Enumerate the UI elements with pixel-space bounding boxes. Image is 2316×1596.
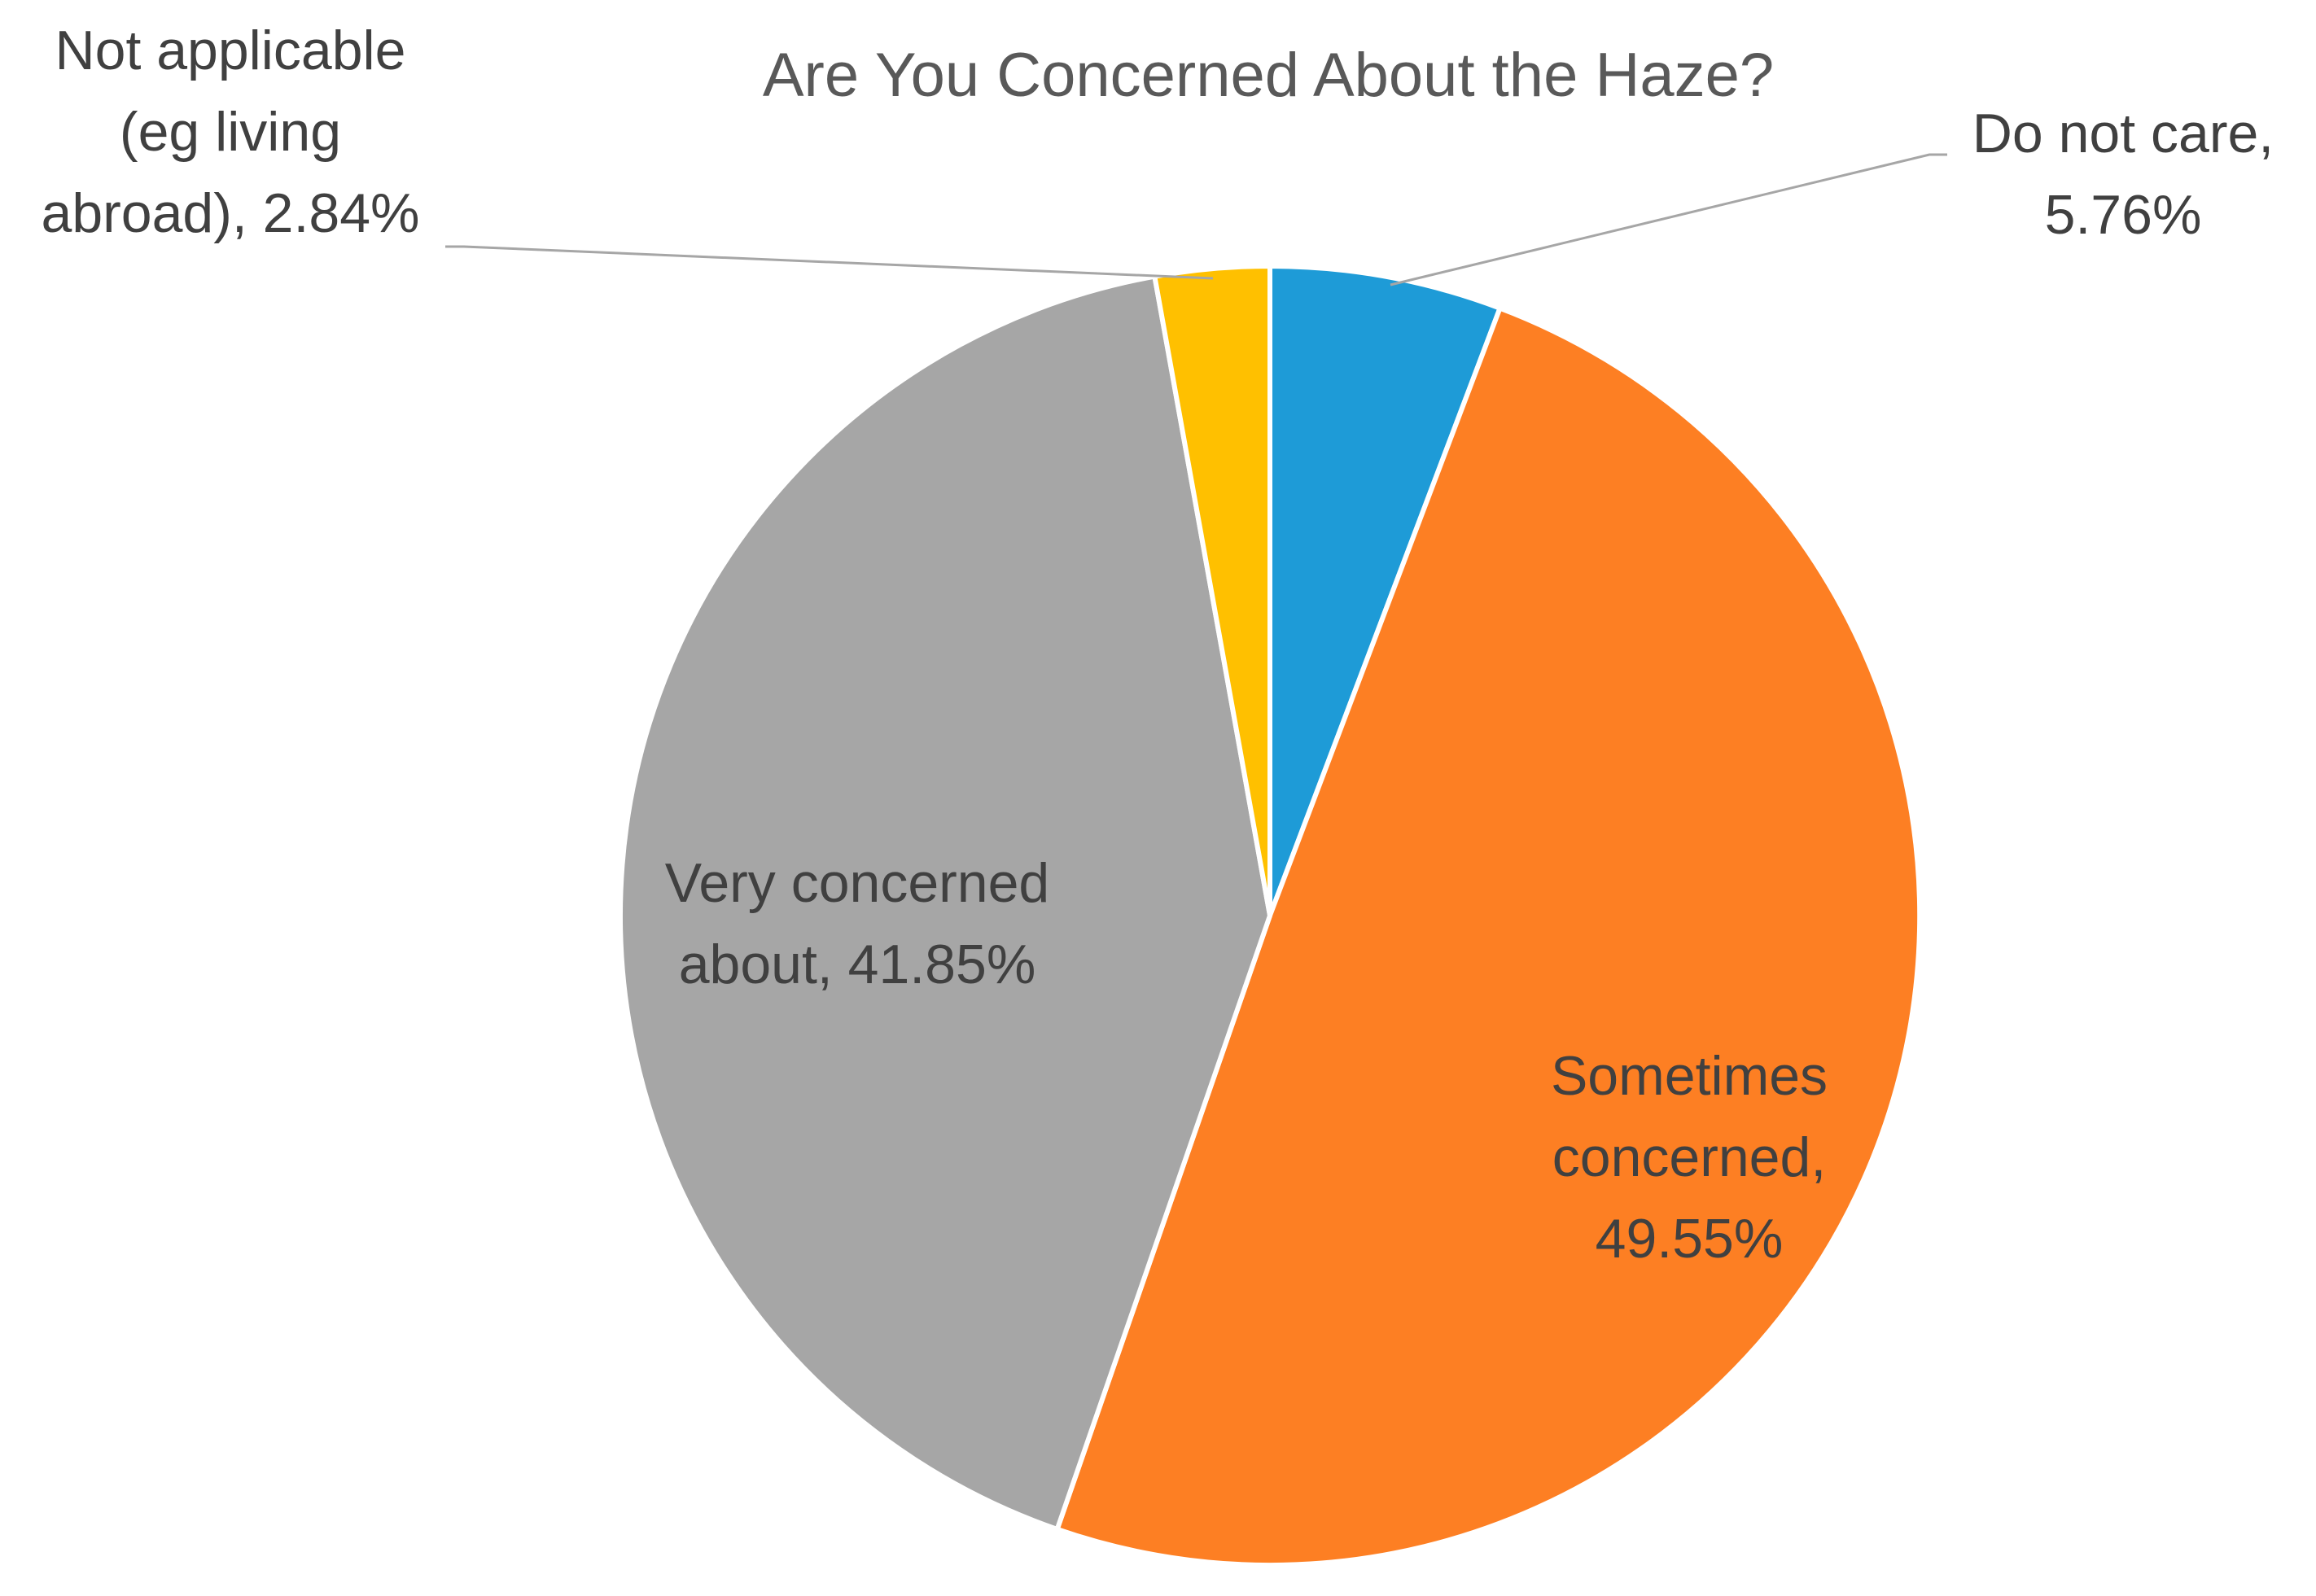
slice-very-concerned-about — [618, 273, 1272, 1532]
data-label-not-applicable-eg-living-abroad: Not applicable (eg living abroad), 2.84% — [42, 20, 420, 244]
data-label-line: 49.55% — [1596, 1208, 1784, 1270]
data-labels: Do not care, 5.76% Sometimes concerned, 49.5… — [42, 20, 2274, 1270]
data-label-do-not-care: Do not care, 5.76% — [1972, 103, 2274, 246]
data-label-line: Sometimes — [1551, 1045, 1828, 1107]
data-label-line: (eg living — [120, 101, 341, 163]
leader-line-do-not-care — [1390, 153, 1947, 286]
slice-sometimes-concerned — [1054, 305, 1923, 1568]
leader-line-not-applicable-eg-living-abroad — [445, 245, 1214, 280]
data-label-line: Do not care, — [1972, 103, 2274, 164]
data-label-line: Not applicable — [55, 20, 406, 81]
data-label-sometimes-concerned: Sometimes concerned, 49.55% — [1551, 1045, 1828, 1270]
leader-lines — [445, 153, 1947, 286]
data-label-line: abroad), 2.84% — [42, 182, 420, 244]
slice-do-not-care — [1267, 264, 1503, 918]
data-label-line: 5.76% — [2045, 184, 2202, 246]
data-label-line: Very concerned — [665, 852, 1050, 914]
data-label-very-concerned-about: Very concerned about, 41.85% — [665, 852, 1050, 995]
pie-slices — [618, 264, 1923, 1568]
data-label-line: concerned, — [1552, 1126, 1826, 1188]
data-label-line: about, 41.85% — [679, 934, 1036, 995]
chart-title: Are You Concerned About the Haze? — [763, 41, 1774, 110]
